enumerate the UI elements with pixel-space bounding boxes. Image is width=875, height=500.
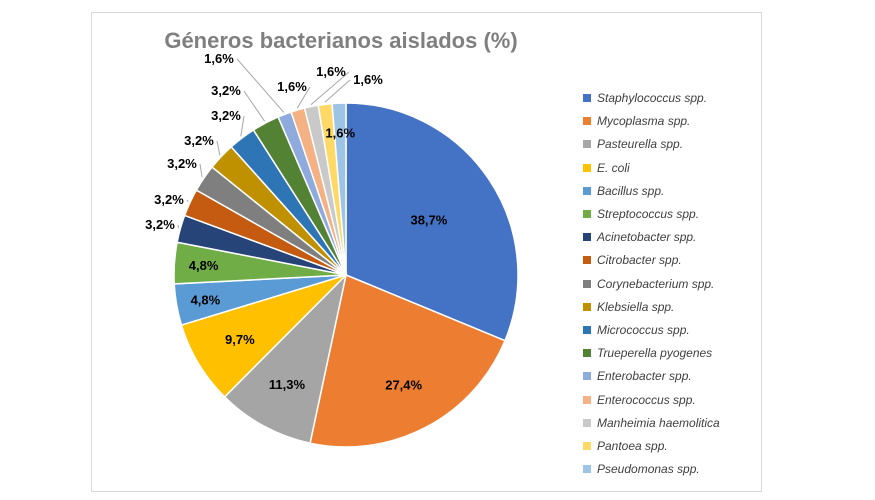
legend-item: E. coli [583,158,630,178]
legend-swatch [583,94,591,102]
legend-label: Mycoplasma spp. [597,114,691,129]
leader-line [296,86,311,109]
legend-label: E. coli [597,160,630,175]
legend-item: Enterococcus spp. [583,390,696,410]
legend-item: Klebsiella spp. [583,297,674,317]
legend-item: Enterobacter spp. [583,366,692,386]
legend-item: Streptococcus spp. [583,204,699,224]
legend-swatch [583,186,591,195]
legend-item: Pasteurella spp. [583,134,683,154]
legend-label: Trueperella pyogenes [597,346,713,361]
legend-swatch [583,163,591,172]
legend-swatch [583,117,591,126]
legend-item: Pseudomonas spp. [583,459,700,479]
slice-label: 3,2% [211,83,241,98]
legend-swatch [583,140,591,149]
legend-swatch [583,326,591,334]
slice-label: 1,6% [316,64,346,79]
legend-label: Klebsiella spp. [597,299,675,314]
legend-item: Trueperella pyogenes [583,343,712,363]
leader-line [236,58,285,113]
legend-label: Manheimia haemolitica [597,415,720,430]
leader-line [216,140,221,156]
slice-label: 4,8% [189,258,219,273]
legend-swatch [583,372,591,381]
pie-slice [345,102,519,342]
slice-label: 1,6% [204,51,234,66]
legend-item: Bacillus spp. [583,181,664,201]
slice-label: 3,2% [211,108,241,123]
legend-swatch [583,465,591,474]
legend-item: Micrococcus spp. [583,320,690,340]
legend-item: Pantoea spp. [583,436,668,456]
legend-item: Acinetobacter spp. [583,227,696,247]
leader-line [240,115,245,137]
leader-line [199,163,203,178]
pie-slice [331,102,347,276]
legend-label: Enterobacter spp. [597,369,692,384]
legend-label: Pasteurella spp. [597,137,684,152]
slice-label: 3,2% [167,156,197,171]
legend-swatch [583,210,591,218]
slice-label: 1,6% [353,72,383,87]
legend-label: Acinetobacter spp. [597,230,697,245]
slice-label: 4,8% [191,293,221,308]
legend-swatch [583,442,591,450]
legend-label: Bacillus spp. [597,183,665,198]
legend-label: Citrobacter spp. [597,253,682,268]
slice-label: 3,2% [184,133,214,148]
legend-label: Pseudomonas spp. [597,462,700,477]
pie-slice [223,272,348,445]
slice-label: 1,6% [325,125,355,140]
leader-line [324,79,351,103]
slice-label: 11,3% [269,377,306,392]
slice-label: 3,2% [154,192,184,207]
legend-swatch [583,302,591,311]
legend-label: Streptococcus spp. [597,207,700,221]
legend-item: Corynebacterium spp. [583,274,714,294]
legend-item: Mycoplasma spp. [583,111,690,131]
legend-label: Corynebacterium spp. [597,276,715,291]
slice-label: 3,2% [145,217,175,232]
legend-item: Staphylococcus spp. [583,88,707,108]
legend-swatch [583,349,591,358]
legend-swatch [583,418,591,427]
slice-label: 1,6% [277,79,307,94]
chart-title: Géneros bacterianos aislados (%) [164,28,518,53]
slice-label: 9,7% [225,332,255,347]
leader-line [243,90,266,122]
slice-label: 38,7% [410,213,447,228]
legend-label: Staphylococcus spp. [597,91,708,105]
legend-label: Pantoea spp. [597,439,668,453]
legend-label: Enterococcus spp. [597,392,696,407]
slice-label: 27,4% [385,378,422,393]
pie-slice [309,273,506,448]
legend-swatch [583,256,591,265]
legend-item: Manheimia haemolitica [583,413,720,433]
leader-line [310,71,350,105]
legend-label: Micrococcus spp. [597,323,690,337]
legend-swatch [583,233,591,242]
legend-swatch [583,279,591,288]
legend-swatch [583,395,591,404]
legend-item: Citrobacter spp. [583,250,682,270]
leader-line [186,199,189,202]
